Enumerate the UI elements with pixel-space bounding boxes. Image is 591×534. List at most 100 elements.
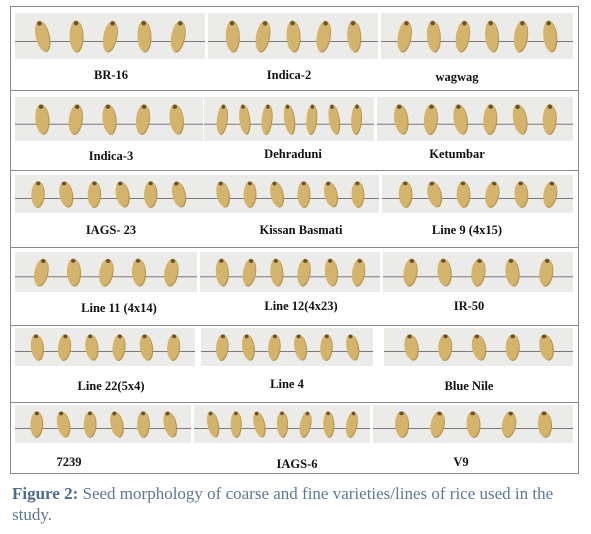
rice-grain: [216, 104, 228, 135]
rice-grain: [471, 334, 487, 361]
seed-photo-graphic: [194, 405, 370, 443]
variety-label: Ketumbar: [429, 147, 485, 161]
rice-grain: [243, 181, 257, 208]
seed-photo-graphic: [377, 97, 573, 141]
rice-grain: [85, 334, 99, 361]
rice-grain: [30, 411, 44, 438]
caption-text: Seed morphology of coarse and fine varie…: [12, 484, 554, 524]
photo-background: [200, 252, 380, 292]
photo-background: [15, 405, 191, 443]
rice-grain: [69, 20, 84, 53]
rice-grain: [543, 20, 558, 53]
variety-label: Line 4: [270, 377, 304, 391]
rice-grain: [397, 20, 412, 53]
rice-grain: [239, 104, 251, 135]
rice-grain: [324, 258, 339, 287]
seed-photo: [381, 13, 573, 59]
seed-photo: [373, 405, 573, 443]
seed-photo-graphic: [373, 405, 573, 443]
seed-photo-graphic: [200, 252, 380, 292]
seed-photo: [15, 405, 191, 443]
rice-grain: [169, 104, 184, 135]
rice-grain: [242, 334, 255, 361]
rice-grain: [102, 20, 118, 53]
rice-grain: [403, 258, 418, 287]
rice-grain: [398, 181, 413, 208]
seed-photo: [208, 13, 378, 59]
seed-photo: [201, 328, 373, 366]
rice-grain: [505, 258, 520, 287]
variety-label: Line 9 (4x15): [431, 223, 503, 237]
variety-label: Indica-2: [266, 68, 312, 82]
rice-grain: [59, 181, 74, 208]
rice-grain: [286, 20, 301, 53]
variety-label: 7239: [56, 455, 82, 469]
rice-grain: [171, 181, 187, 208]
rice-grain: [456, 181, 471, 208]
seed-photo: [15, 175, 201, 213]
rice-grain: [31, 181, 45, 208]
seed-photo-graphic: [383, 252, 573, 292]
rice-grain: [297, 258, 311, 287]
variety-label: Line 11 (4x14): [81, 301, 157, 315]
rice-grain: [131, 258, 147, 287]
rice-grain: [394, 104, 409, 135]
rice-grain: [455, 20, 471, 53]
rice-grain: [299, 411, 312, 438]
rice-grain: [170, 20, 186, 53]
variety-label: Indica-3: [88, 149, 134, 163]
rice-grain: [323, 411, 335, 438]
variety-label: Blue Nile: [444, 379, 494, 393]
rice-grain: [87, 181, 102, 208]
rice-grain: [57, 334, 72, 361]
rice-grain: [539, 258, 554, 287]
rice-grain: [144, 181, 158, 208]
rice-grain: [505, 334, 520, 361]
seed-photo: [194, 405, 370, 443]
variety-label: BR-16: [93, 68, 129, 82]
seed-photo: [384, 328, 573, 366]
rice-grain: [423, 104, 438, 135]
rice-grain: [345, 411, 358, 438]
row-divider: [11, 325, 578, 326]
rice-grain: [513, 20, 529, 53]
photo-background: [382, 175, 573, 213]
seed-photo: [377, 97, 573, 141]
rice-grain: [438, 334, 453, 361]
seed-photo: [201, 175, 379, 213]
rice-grain: [351, 258, 366, 287]
rice-grain: [137, 20, 152, 53]
row-divider: [11, 170, 578, 171]
variety-label: V9: [453, 455, 469, 469]
rice-grain: [270, 258, 284, 287]
rice-grain: [471, 258, 486, 287]
variety-label: IR-50: [453, 299, 485, 313]
rice-grain: [215, 334, 229, 361]
rice-grain: [543, 181, 558, 208]
row-divider: [11, 402, 578, 403]
rice-grain: [351, 181, 365, 208]
rice-grain: [261, 104, 273, 135]
rice-grain: [35, 20, 51, 53]
rice-grain: [66, 258, 82, 287]
rice-grain: [255, 20, 271, 53]
seed-photo: [383, 252, 573, 292]
rice-grain: [426, 20, 441, 53]
rice-grain: [253, 411, 266, 438]
seed-photo: [204, 97, 374, 141]
seed-photo-graphic: [382, 175, 573, 213]
rice-grain: [102, 104, 117, 135]
rice-grain: [99, 258, 114, 287]
seed-photo: [15, 97, 203, 141]
rice-grain: [514, 181, 529, 208]
rice-grain: [283, 104, 296, 135]
rice-grain: [137, 411, 150, 438]
variety-label: Dehraduni: [264, 147, 322, 161]
figure-caption: Figure 2: Seed morphology of coarse and …: [12, 483, 582, 525]
seed-photo: [382, 175, 573, 213]
rice-grain: [268, 334, 281, 361]
rice-grain: [135, 104, 151, 135]
photo-background: [381, 13, 573, 59]
rice-grain: [466, 411, 481, 438]
seed-photo-graphic: [384, 328, 573, 366]
